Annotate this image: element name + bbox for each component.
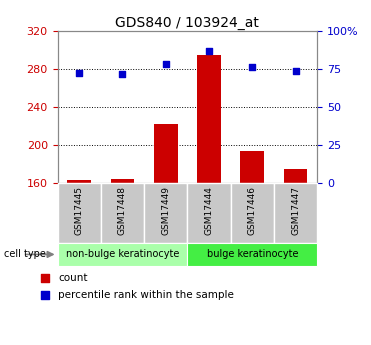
Text: bulge keratinocyte: bulge keratinocyte — [207, 249, 298, 259]
Title: GDS840 / 103924_at: GDS840 / 103924_at — [115, 16, 259, 30]
Point — [206, 48, 212, 53]
Text: percentile rank within the sample: percentile rank within the sample — [59, 290, 234, 300]
Text: GSM17444: GSM17444 — [204, 186, 213, 235]
Bar — [240, 151, 264, 183]
Bar — [284, 169, 308, 183]
Bar — [187, 243, 317, 266]
Bar — [111, 179, 134, 183]
Text: GSM17448: GSM17448 — [118, 186, 127, 235]
Point — [119, 71, 125, 76]
Bar — [197, 55, 221, 183]
Text: non-bulge keratinocyte: non-bulge keratinocyte — [66, 249, 179, 259]
Point — [293, 69, 299, 74]
Text: GSM17445: GSM17445 — [75, 186, 83, 235]
Bar — [67, 180, 91, 183]
Point — [249, 64, 255, 69]
Bar — [187, 183, 231, 243]
Bar — [58, 183, 101, 243]
Text: count: count — [59, 273, 88, 283]
Bar — [101, 183, 144, 243]
Point — [42, 292, 47, 298]
Bar — [231, 183, 274, 243]
Bar — [274, 183, 317, 243]
Text: GSM17446: GSM17446 — [248, 186, 257, 235]
Bar — [144, 183, 187, 243]
Text: GSM17447: GSM17447 — [291, 186, 300, 235]
Point — [163, 61, 169, 67]
Bar — [58, 243, 187, 266]
Point — [42, 275, 47, 280]
Point — [76, 70, 82, 76]
Bar — [154, 124, 178, 183]
Text: GSM17449: GSM17449 — [161, 186, 170, 235]
Text: cell type: cell type — [4, 249, 46, 259]
